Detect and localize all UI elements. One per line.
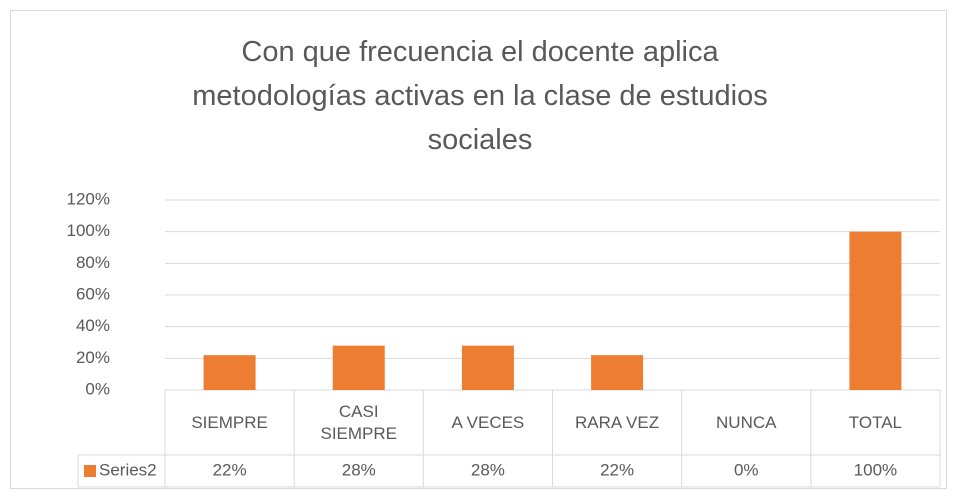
bar [203, 355, 256, 390]
data-table-value: 100% [854, 460, 897, 479]
x-tick-label: TOTAL [848, 412, 903, 432]
x-tick-label: CASI SIEMPRE [320, 401, 398, 443]
bar [461, 345, 514, 390]
y-tick-label: 0% [85, 379, 110, 398]
y-tick-label: 20% [76, 348, 110, 367]
x-tick-label: A VECES [451, 412, 525, 432]
chart-border [10, 10, 947, 489]
bar [849, 231, 902, 390]
bar [332, 345, 385, 390]
y-tick-label: 40% [76, 316, 110, 335]
chart-title: Con que frecuencia el docente aplica met… [192, 36, 768, 156]
legend-key [84, 465, 96, 477]
y-tick-label: 100% [67, 221, 110, 240]
data-table-value: 0% [734, 460, 759, 479]
data-table-value: 22% [213, 460, 247, 479]
x-tick-label: RARA VEZ [575, 412, 660, 432]
y-tick-label: 120% [67, 189, 110, 208]
y-tick-label: 60% [76, 284, 110, 303]
x-tick-label: NUNCA [716, 412, 777, 432]
data-table-value: 28% [342, 460, 376, 479]
legend-label: Series2 [99, 460, 157, 479]
data-table-value: 22% [600, 460, 634, 479]
y-tick-label: 80% [76, 253, 110, 272]
data-table-value: 28% [471, 460, 505, 479]
x-tick-label: SIEMPRE [191, 412, 268, 432]
bar [591, 355, 644, 390]
